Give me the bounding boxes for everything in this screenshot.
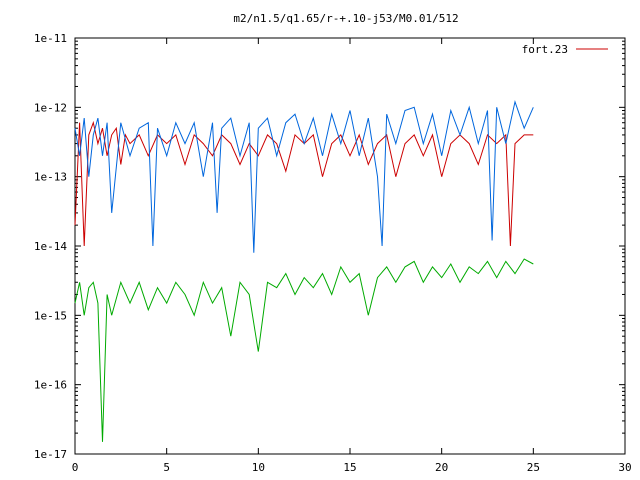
x-tick-label: 5 (163, 461, 170, 474)
legend-label: fort.23 (522, 43, 568, 56)
x-tick-label: 25 (527, 461, 540, 474)
y-tick-label: 1e-16 (34, 379, 67, 392)
x-tick-label: 15 (343, 461, 356, 474)
y-tick-label: 1e-15 (34, 309, 67, 322)
y-tick-label: 1e-17 (34, 448, 67, 461)
y-tick-label: 1e-11 (34, 32, 67, 45)
x-tick-label: 10 (252, 461, 265, 474)
x-tick-label: 30 (618, 461, 631, 474)
y-tick-label: 1e-13 (34, 171, 67, 184)
y-tick-label: 1e-12 (34, 101, 67, 114)
chart-title: m2/n1.5/q1.65/r-+.10-j53/M0.01/512 (233, 12, 458, 25)
y-tick-label: 1e-14 (34, 240, 67, 253)
x-tick-label: 0 (72, 461, 79, 474)
x-tick-label: 20 (435, 461, 448, 474)
